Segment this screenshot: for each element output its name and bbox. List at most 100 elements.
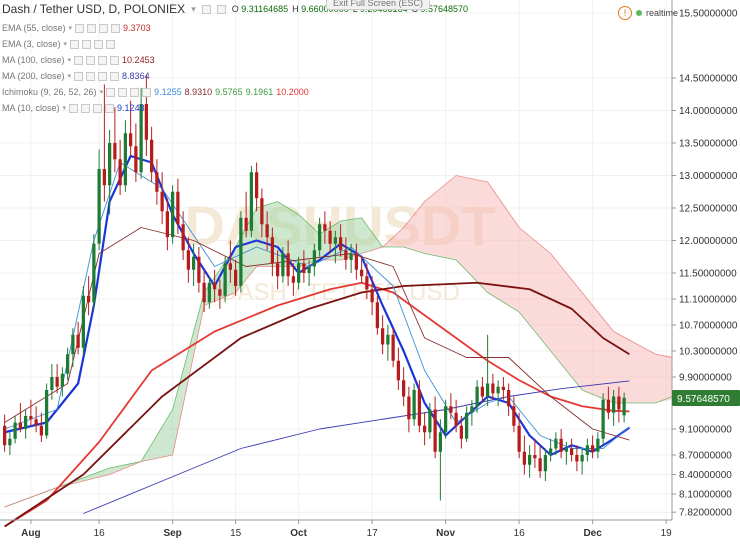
candle-body [265,224,269,238]
candle-body [422,425,427,433]
cloud-segment [561,266,567,371]
cloud-segment [471,178,478,282]
candle-body [333,237,338,244]
close-icon[interactable] [110,55,120,65]
legend-row: Ichimoku (9, 26, 52, 26) ▾ 9.1255 8.9310 9.5… [2,85,309,99]
candle-body [496,386,500,394]
candle-body [354,253,359,270]
candle-body [81,295,86,348]
cloud-segment [660,354,667,402]
line-ichimoku-tenkan [4,162,630,449]
collapse-icon[interactable]: ▾ [191,3,196,14]
cloud-segment [414,208,420,252]
chevron-down-icon[interactable]: ▾ [99,89,104,96]
close-icon[interactable] [111,23,121,33]
close-icon[interactable] [142,87,152,97]
hide-icon[interactable] [87,23,97,33]
cloud-segment [587,299,593,395]
candle-body [538,458,542,472]
candle-body [564,448,569,452]
legend-row: EMA (3, close) ▾ [2,37,116,51]
candle-body [428,409,432,433]
hide-icon[interactable] [118,87,128,97]
candle-body [349,253,353,260]
cloud-segment [167,409,173,457]
close-icon[interactable] [105,103,115,113]
add-icon[interactable] [130,87,140,97]
y-tick-label: 12.50000000 [679,204,738,215]
chevron-down-icon[interactable]: ▾ [62,105,67,112]
cloud-segment [424,197,430,255]
candle-body [223,263,227,296]
candle-body [596,438,600,452]
add-icon[interactable] [98,55,108,65]
candle-body [522,451,527,465]
settings-icon[interactable] [70,39,80,49]
candle-body [92,243,96,303]
candle-body [464,412,469,439]
realtime-indicator[interactable]: ! realtime [618,6,678,20]
legend-value: 9.5765 [215,87,243,97]
settings-icon[interactable] [69,103,79,113]
candle-body [433,409,437,452]
candle-body [585,445,590,455]
time-axis: Aug 16 Sep 15 Oct 17 Nov 16 Dec 19 [0,519,672,539]
cloud-segment [419,201,425,254]
settings-icon[interactable] [75,23,85,33]
candle-body [249,172,254,231]
add-icon[interactable] [94,39,104,49]
symbol-title: Dash / Tether USD, D, POLONIEX [2,2,186,16]
chevron-down-icon[interactable]: ▾ [67,57,72,64]
x-tick-label: Nov [436,528,455,539]
candle-body [44,390,49,436]
chevron-down-icon[interactable]: ▾ [67,73,72,80]
candle-body [417,390,422,426]
warning-icon[interactable]: ! [618,6,632,20]
candle-body [139,104,143,173]
candle-body [39,425,44,436]
close-icon[interactable] [110,71,120,81]
add-icon[interactable] [93,103,103,113]
settings-icon[interactable] [74,55,84,65]
candle-body [302,263,306,273]
cloud-segment [597,312,604,399]
hide-icon[interactable] [81,103,91,113]
settings-icon[interactable] [106,87,116,97]
candle-body [165,211,170,238]
chevron-down-icon[interactable]: ▾ [68,25,73,32]
cloud-segment [477,179,483,288]
legend-label: Ichimoku (9, 26, 52, 26) [2,87,97,97]
add-icon[interactable] [98,71,108,81]
cloud-segment [450,175,457,260]
candle-body [391,334,395,361]
chevron-down-icon[interactable]: ▾ [63,41,68,48]
y-tick-label: 9.90000000 [679,373,732,384]
cloud-segment [603,318,609,401]
candle-body [590,445,595,452]
hide-icon[interactable] [86,71,96,81]
candle-body [407,396,411,420]
cloud-segment [461,176,467,271]
candle-body [401,380,406,397]
candle-body [543,455,548,472]
add-icon[interactable] [99,23,109,33]
hide-icon[interactable] [82,39,92,49]
settings-icon[interactable] [201,4,211,14]
candle-body [197,256,201,283]
candle-body [506,390,511,407]
x-tick-label: Dec [583,528,602,539]
cloud-segment [114,465,121,473]
candle-body [176,191,180,225]
hide-icon[interactable] [216,4,226,14]
candle-body [102,169,107,186]
hide-icon[interactable] [86,55,96,65]
settings-icon[interactable] [74,71,84,81]
cloud-segment [293,211,299,267]
x-tick-label: Aug [21,528,40,539]
legend-value: 9.3703 [123,23,151,33]
exit-fullscreen-button[interactable]: Exit Full Screen (ESC) [326,0,431,10]
close-icon[interactable] [106,39,116,49]
candle-body [281,253,285,277]
